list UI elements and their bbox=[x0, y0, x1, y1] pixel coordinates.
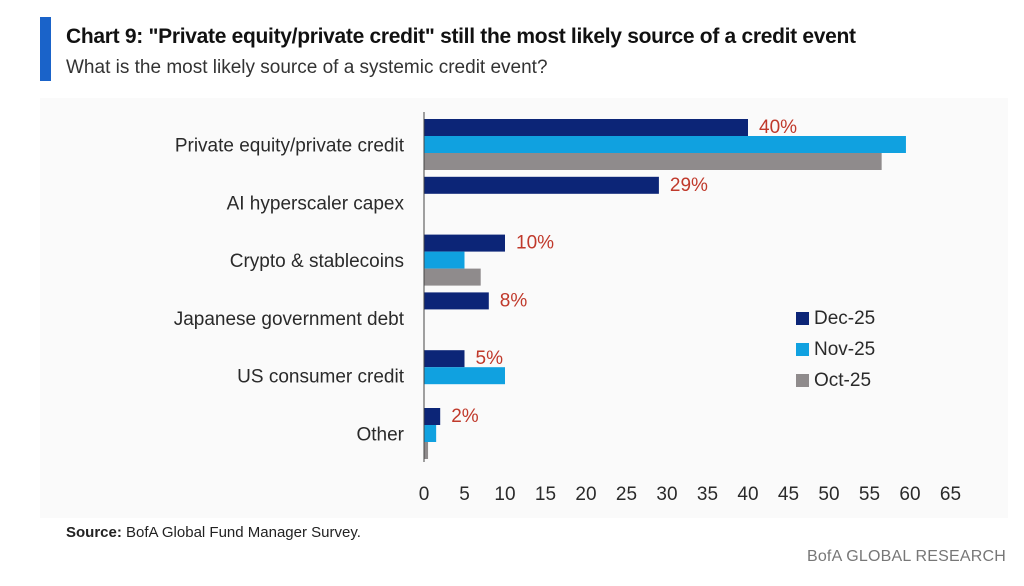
bar-nov-25-other bbox=[424, 425, 437, 442]
data-label-other: 2% bbox=[451, 406, 479, 427]
source-label: Source: bbox=[66, 524, 122, 541]
category-label-other: Other bbox=[356, 425, 404, 446]
legend-label-oct-25: Oct-25 bbox=[814, 370, 871, 391]
category-label-ai-hyperscaler-capex: AI hyperscaler capex bbox=[227, 193, 405, 214]
data-label-crypto-stablecoins: 10% bbox=[516, 233, 554, 254]
bar-dec-25-us-consumer-credit bbox=[424, 350, 465, 368]
chart-subtitle: What is the most likely source of a syst… bbox=[66, 57, 548, 78]
x-tick-label-65: 65 bbox=[940, 484, 961, 505]
bar-nov-25-crypto-stablecoins bbox=[424, 251, 465, 269]
legend-label-dec-25: Dec-25 bbox=[814, 308, 875, 329]
data-label-private-equity-private-credit: 40% bbox=[759, 117, 797, 138]
x-tick-label-25: 25 bbox=[616, 484, 637, 505]
data-label-ai-hyperscaler-capex: 29% bbox=[670, 175, 708, 196]
accent-bar bbox=[40, 17, 51, 81]
chart-title: Chart 9: "Private equity/private credit"… bbox=[66, 25, 856, 48]
x-tick-label-10: 10 bbox=[494, 484, 515, 505]
category-label-crypto-stablecoins: Crypto & stablecoins bbox=[230, 251, 404, 272]
bar-dec-25-japanese-government-debt bbox=[424, 292, 489, 310]
bar-dec-25-crypto-stablecoins bbox=[424, 234, 505, 252]
bar-oct-25-crypto-stablecoins bbox=[424, 268, 481, 286]
x-tick-label-55: 55 bbox=[859, 484, 880, 505]
x-tick-label-40: 40 bbox=[737, 484, 758, 505]
footer-brand: BofA GLOBAL RESEARCH bbox=[806, 548, 1006, 565]
source-text: BofA Global Fund Manager Survey. bbox=[126, 524, 361, 541]
bar-nov-25-private-equity-private-credit bbox=[424, 136, 906, 153]
x-tick-label-45: 45 bbox=[778, 484, 799, 505]
x-tick-label-15: 15 bbox=[535, 484, 556, 505]
bar-nov-25-us-consumer-credit bbox=[424, 367, 505, 385]
legend-swatch-dec-25 bbox=[796, 312, 809, 325]
x-tick-label-50: 50 bbox=[818, 484, 839, 505]
bar-dec-25-private-equity-private-credit bbox=[424, 119, 748, 136]
data-label-japanese-government-debt: 8% bbox=[500, 290, 528, 311]
x-tick-label-0: 0 bbox=[419, 484, 430, 505]
category-label-private-equity-private-credit: Private equity/private credit bbox=[175, 136, 405, 157]
x-tick-label-60: 60 bbox=[899, 484, 920, 505]
source-note: Source: BofA Global Fund Manager Survey. bbox=[66, 524, 361, 541]
bar-oct-25-other bbox=[424, 442, 429, 459]
legend-swatch-oct-25 bbox=[796, 374, 809, 387]
x-tick-label-30: 30 bbox=[656, 484, 677, 505]
bar-dec-25-ai-hyperscaler-capex bbox=[424, 176, 659, 194]
category-label-us-consumer-credit: US consumer credit bbox=[237, 367, 405, 388]
x-tick-label-35: 35 bbox=[697, 484, 718, 505]
data-label-us-consumer-credit: 5% bbox=[476, 348, 504, 369]
category-label-japanese-government-debt: Japanese government debt bbox=[174, 309, 405, 330]
legend-label-nov-25: Nov-25 bbox=[814, 339, 875, 360]
bar-dec-25-other bbox=[424, 408, 441, 425]
legend-swatch-nov-25 bbox=[796, 343, 809, 356]
bar-oct-25-private-equity-private-credit bbox=[424, 153, 882, 170]
x-tick-label-20: 20 bbox=[575, 484, 596, 505]
x-tick-label-5: 5 bbox=[459, 484, 470, 505]
